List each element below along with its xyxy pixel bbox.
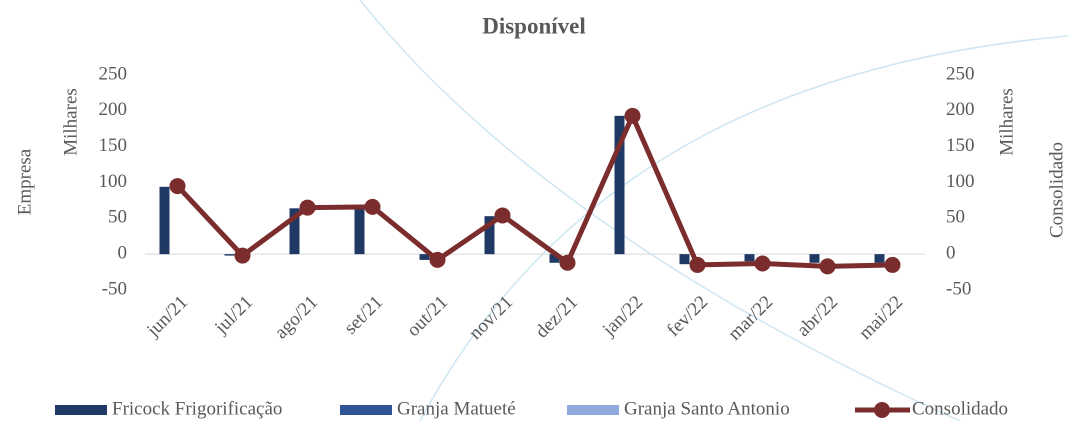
y2-tick-label: -50 (946, 278, 971, 299)
decor-curve (419, 35, 1068, 421)
bar (159, 186, 170, 255)
bar (289, 208, 300, 255)
x-tick-label: mai/22 (855, 292, 907, 344)
y-tick-label: 150 (99, 135, 128, 156)
legend-label: Fricock Frigorificação (112, 398, 282, 419)
line-marker (169, 178, 186, 195)
decor-curve (359, 0, 961, 421)
legend-label: Granja Santo Antonio (624, 398, 790, 419)
line-marker (624, 107, 641, 124)
x-tick-label: fev/22 (663, 292, 712, 341)
bar (484, 216, 495, 255)
x-tick-label: set/21 (340, 292, 387, 339)
line-marker (494, 207, 511, 224)
x-tick-label: mar/22 (724, 292, 777, 345)
chart-title: Disponível (482, 13, 586, 38)
bar (744, 254, 755, 262)
legend-swatch (567, 405, 619, 415)
bar (224, 254, 235, 256)
y-tick-label: -50 (102, 278, 127, 299)
bar (354, 207, 365, 255)
x-tick-label: jun/21 (142, 292, 192, 342)
y2-tick-label: 0 (946, 243, 956, 264)
y-tick-label: 50 (108, 207, 127, 228)
line-marker (429, 251, 446, 268)
y-axis-unit: Milhares (60, 88, 81, 156)
line-marker (299, 199, 316, 216)
x-tick-label: ago/21 (271, 292, 322, 343)
line-marker (364, 198, 381, 215)
x-tick-label: out/21 (403, 292, 452, 341)
bar (679, 254, 690, 265)
y-tick-label: 250 (99, 63, 128, 84)
y2-tick-label: 250 (946, 63, 975, 84)
line-marker (689, 256, 706, 273)
legend-swatch (55, 405, 107, 415)
y2-axis-unit: Milhares (996, 88, 1017, 156)
y2-tick-label: 100 (946, 171, 975, 192)
legend-swatch (340, 405, 392, 415)
line-marker (884, 256, 901, 273)
x-tick-label: nov/21 (465, 292, 517, 344)
line-marker (234, 247, 251, 264)
line-marker (819, 258, 836, 275)
y2-tick-label: 200 (946, 99, 975, 120)
y-tick-label: 100 (99, 171, 128, 192)
bar (419, 254, 430, 260)
bar (874, 254, 885, 263)
x-tick-label: dez/21 (531, 292, 582, 343)
y-axis-title: Empresa (14, 148, 35, 215)
legend-label: Consolidado (912, 398, 1008, 419)
line (175, 113, 893, 269)
bar (614, 115, 625, 255)
line-marker (754, 255, 771, 272)
x-tick-label: jul/21 (210, 292, 257, 339)
x-tick-label: jan/22 (598, 292, 647, 341)
y2-tick-label: 50 (946, 207, 965, 228)
bar (549, 254, 560, 263)
y-tick-label: 0 (118, 243, 128, 264)
x-tick-label: abr/22 (793, 292, 842, 341)
y2-axis-title: Consolidado (1046, 142, 1067, 238)
y2-tick-label: 150 (946, 135, 975, 156)
bar (809, 254, 820, 263)
legend-swatch (874, 402, 890, 418)
line-marker (559, 254, 576, 271)
legend-label: Granja Matueté (397, 398, 516, 419)
y-tick-label: 200 (99, 99, 128, 120)
